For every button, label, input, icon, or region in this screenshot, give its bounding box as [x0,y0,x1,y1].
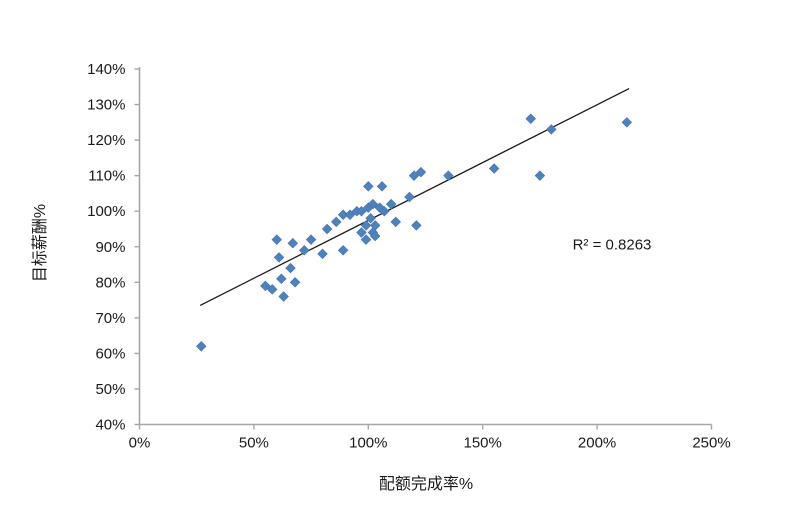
data-point [404,191,415,203]
y-tick-label: 110% [88,168,125,185]
data-point [546,124,557,135]
data-point [356,227,367,238]
y-axis-title: 目标薪酬% [32,203,49,283]
data-point [285,262,296,274]
data-point [365,213,376,224]
y-tick-label: 60% [95,345,125,362]
y-tick-label: 50% [95,381,125,398]
data-point [337,209,349,220]
data-point [287,237,299,249]
data-point [443,170,454,181]
data-point [196,341,207,352]
data-point [385,198,397,210]
y-tick-label: 40% [95,417,125,434]
data-point [289,277,301,288]
data-point [299,245,310,256]
y-tick-label: 130% [87,97,125,114]
data-point [331,216,342,228]
data-point [271,234,283,245]
r-squared-annotation: R² = 0.8263 [572,236,652,254]
data-point [621,117,633,128]
x-tick-label: 100% [349,435,387,452]
y-tick-label: 140% [87,61,125,78]
data-point [408,170,420,181]
y-tick-label: 80% [95,274,125,291]
data-point [379,205,390,217]
data-point [376,181,388,192]
data-point [411,220,422,231]
data-point [363,181,374,192]
data-point [415,166,427,178]
data-point [356,205,367,217]
data-point [525,113,536,124]
data-point [337,245,349,256]
data-point [360,220,372,231]
data-point [390,216,401,228]
y-tick-label: 90% [95,239,125,256]
y-tick-label: 120% [87,132,125,149]
x-tick-label: 0% [129,435,151,452]
data-point [305,234,317,245]
y-tick-label: 70% [95,310,125,327]
data-point [488,163,500,174]
data-point [534,170,546,181]
data-point [374,202,385,213]
x-tick-label: 150% [464,435,502,452]
data-point [367,198,379,210]
data-point [276,273,287,284]
x-tick-label: 200% [578,435,616,452]
x-tick-label: 50% [239,435,269,452]
data-point [260,280,271,292]
data-point [344,209,356,220]
y-tick-label: 100% [87,203,125,220]
x-tick-label: 250% [692,435,730,452]
data-point [360,234,372,245]
data-point [317,248,328,260]
data-point [369,230,381,242]
x-axis-title: 配额完成率% [378,476,474,493]
data-point [273,252,285,263]
data-point [321,223,333,235]
data-point [266,284,278,295]
data-point [278,291,289,302]
data-point [369,220,381,231]
